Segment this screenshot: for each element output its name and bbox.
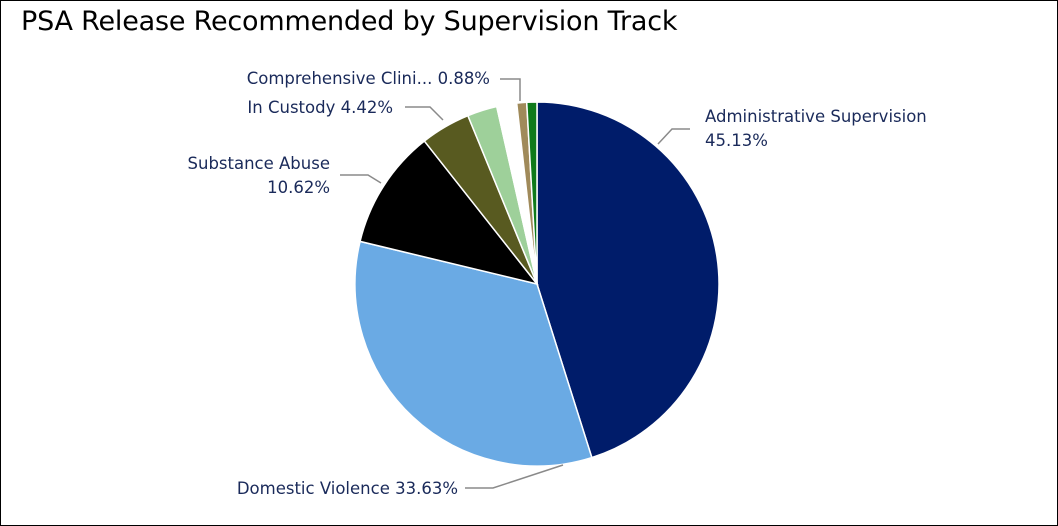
slice-label-1: Domestic Violence 33.63% xyxy=(237,479,458,498)
pie-slice-2[interactable] xyxy=(359,139,539,286)
slice-label-6: Comprehensive Clini... 0.88% xyxy=(247,69,490,88)
leader-line-0 xyxy=(657,128,690,145)
slice-label-3: In Custody 4.42% xyxy=(247,98,393,117)
slice-label-0-value: 45.13% xyxy=(705,131,768,150)
slice-label-0: Administrative Supervision xyxy=(705,107,927,126)
chart-title: PSA Release Recommended by Supervision T… xyxy=(21,6,678,37)
slice-label-2: Substance Abuse xyxy=(188,154,330,173)
leader-line-3 xyxy=(405,106,444,121)
leader-line-6 xyxy=(500,78,521,101)
pie-slice-7[interactable] xyxy=(525,101,538,285)
slice-label-2-value: 10.62% xyxy=(267,178,330,197)
pie-slice-0[interactable] xyxy=(536,101,720,459)
leader-line-2 xyxy=(340,174,382,184)
leader-line-1 xyxy=(465,464,564,489)
pie-slice-1[interactable] xyxy=(354,240,593,467)
